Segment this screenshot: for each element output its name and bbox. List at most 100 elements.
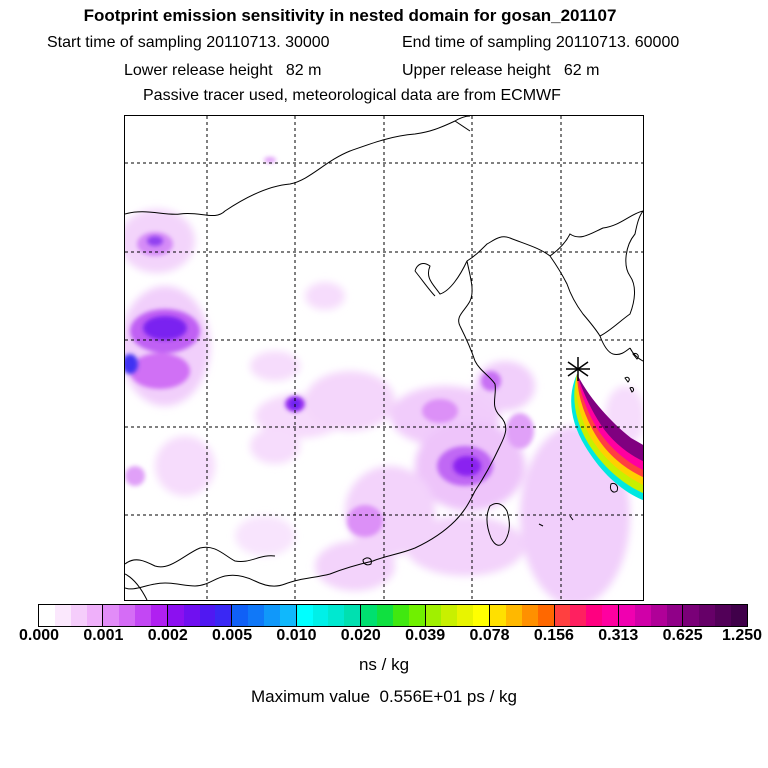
island [629, 387, 634, 393]
spot [143, 316, 187, 340]
colorbar-segment [457, 605, 474, 626]
patch [305, 282, 345, 310]
patch [250, 428, 300, 464]
colorbar-segment [586, 605, 603, 626]
colorbar-segment [361, 605, 378, 626]
island [569, 515, 574, 521]
colorbar-segment [683, 605, 700, 626]
colorbar-tick-label: 0.625 [662, 627, 703, 644]
patch [250, 351, 300, 381]
colorbar-segment [441, 605, 458, 626]
colorbar-segment [505, 605, 522, 626]
upper-height-label: Upper release height [402, 62, 551, 79]
colorbar-segment [183, 605, 200, 626]
colorbar-segment [521, 605, 538, 626]
colorbar-segment [296, 605, 313, 626]
map-title: Footprint emission sensitivity in nested… [83, 6, 617, 25]
plume-core [577, 374, 643, 462]
tracer-note: Passive tracer used, meteorological data… [143, 87, 561, 104]
coastlines [125, 116, 643, 600]
end-time-label: End time of sampling [402, 34, 552, 51]
colorbar-segment [215, 605, 233, 626]
coast-line [549, 210, 643, 337]
patch [155, 436, 215, 496]
colorbar-segment [312, 605, 329, 626]
colorbar-segment [167, 605, 184, 626]
island [538, 523, 544, 527]
colorbar-tick-label: 0.156 [533, 627, 574, 644]
border-line [125, 546, 276, 568]
coast-line [599, 335, 631, 355]
colorbar-segment [279, 605, 297, 626]
colorbar-segment [264, 605, 280, 626]
colorbar-segment [554, 605, 571, 626]
colorbar-tick-label: 0.005 [212, 627, 253, 644]
patch [422, 399, 458, 423]
coast-line [458, 260, 473, 327]
colorbar-unit: ns / kg [358, 655, 410, 674]
colorbar-segment [392, 605, 409, 626]
colorbar-segment [70, 605, 87, 626]
start-time-value: 20110713. 30000 [206, 34, 330, 51]
island-taiwan [486, 503, 510, 546]
colorbar-tick-label: 0.078 [469, 627, 510, 644]
upper-height-value: 62 m [563, 62, 600, 79]
patch [481, 371, 501, 391]
colorbar-segment [715, 605, 731, 626]
spot [453, 456, 481, 476]
footprint-map [124, 115, 644, 601]
coast-line [414, 236, 551, 295]
coast-line [629, 347, 643, 362]
colorbar-tick-label: 0.039 [405, 627, 446, 644]
colorbar-segment [199, 605, 216, 626]
colorbar-segment [650, 605, 667, 626]
colorbar-segment [344, 605, 362, 626]
colorbar-segment [618, 605, 635, 626]
colorbar-segment [151, 605, 168, 626]
colorbar-segment [473, 605, 491, 626]
colorbar [38, 604, 748, 627]
colorbar-segment [248, 605, 265, 626]
lower-height-row: Lower release height 82 m [124, 62, 321, 80]
patch [125, 466, 145, 486]
colorbar-tick-label: 0.001 [83, 627, 124, 644]
colorbar-segment [328, 605, 345, 626]
colorbar-segment [490, 605, 506, 626]
coast-line [125, 325, 507, 590]
spot [147, 236, 163, 246]
end-time-value: 20110713. 60000 [555, 34, 680, 51]
patch [305, 371, 395, 431]
maximum-value-label: Maximum value [250, 687, 371, 706]
colorbar-segment [699, 605, 716, 626]
lower-height-label: Lower release height [124, 62, 273, 79]
patch [264, 157, 276, 163]
coast-line [414, 270, 436, 297]
receptor-marker-icon [566, 357, 590, 381]
colorbar-segment [537, 605, 555, 626]
colorbar-segment [602, 605, 619, 626]
colorbar-tick-label: 0.000 [18, 627, 60, 644]
end-time-row: End time of sampling 20110713. 60000 [402, 34, 679, 52]
island [632, 353, 639, 360]
upper-height-row: Upper release height 62 m [402, 62, 599, 80]
map-canvas [125, 116, 643, 600]
map-grid [125, 116, 643, 600]
colorbar-segment [425, 605, 442, 626]
border-line [125, 573, 148, 600]
colorbar-segment [377, 605, 393, 626]
colorbar-tick-label: 0.002 [147, 627, 188, 644]
colorbar-segment [54, 605, 71, 626]
colorbar-segment [634, 605, 651, 626]
spot [125, 354, 138, 374]
colorbar-segment [86, 605, 104, 626]
maximum-value-number: 0.556E+01 ps / kg [379, 687, 518, 706]
island-hainan [362, 557, 372, 566]
colorbar-segment [135, 605, 152, 626]
colorbar-segment [666, 605, 684, 626]
lower-height-value: 82 m [285, 62, 322, 79]
patch [405, 516, 525, 576]
colorbar-segment [232, 605, 249, 626]
border-line [549, 210, 643, 257]
patch [506, 413, 534, 449]
start-time-row: Start time of sampling 20110713. 30000 [47, 34, 330, 52]
